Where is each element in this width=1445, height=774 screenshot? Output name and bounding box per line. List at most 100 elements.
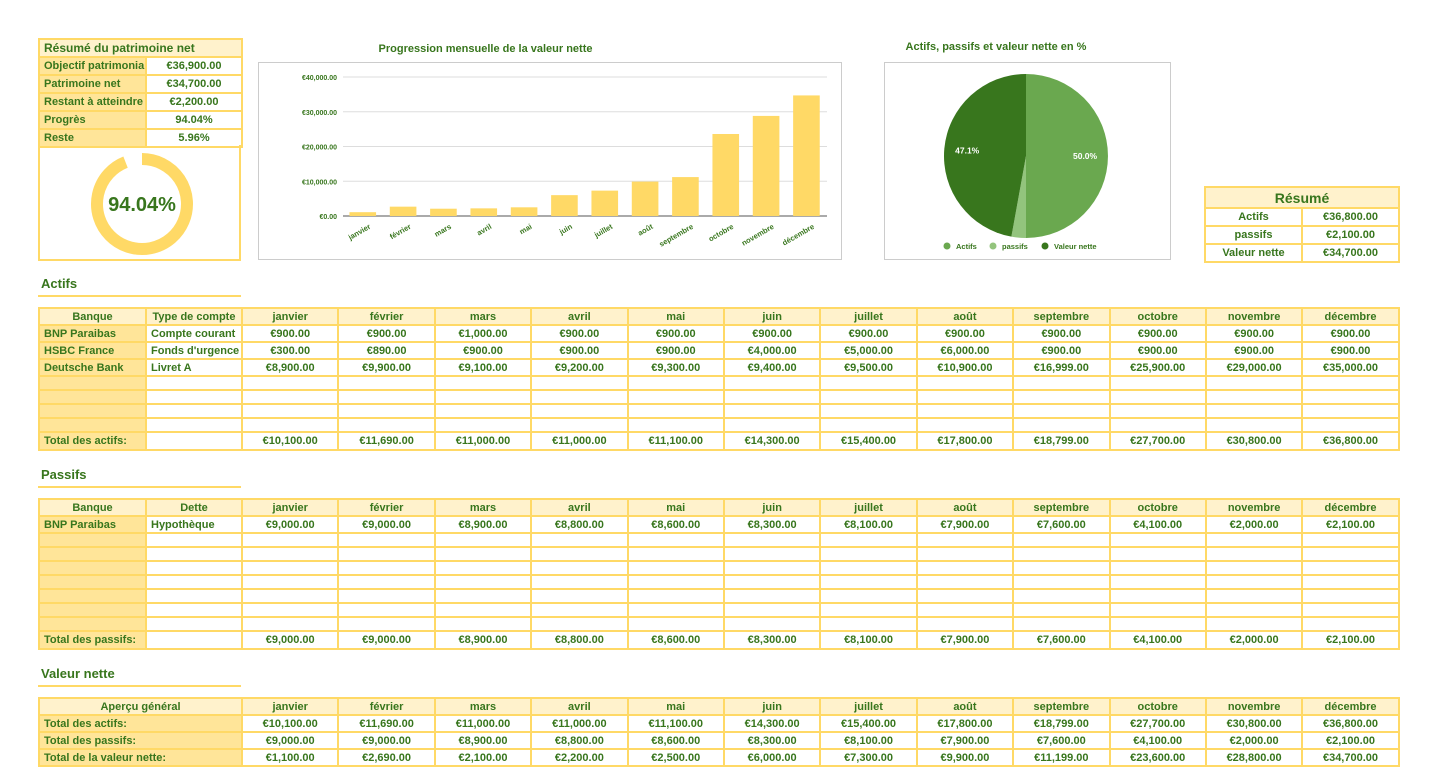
amount-cell[interactable]: €10,100.00 (240, 714, 340, 733)
amount-cell[interactable]: €7,900.00 (915, 515, 1015, 534)
summary-label[interactable]: Restant à atteindre (38, 92, 147, 112)
empty-cell[interactable] (1204, 616, 1304, 632)
amount-cell[interactable]: €14,300.00 (722, 714, 822, 733)
empty-cell[interactable] (145, 389, 243, 405)
empty-cell[interactable] (819, 546, 918, 562)
amount-cell[interactable]: €34,700.00 (1301, 748, 1400, 767)
empty-cell[interactable] (1301, 574, 1400, 590)
amount-cell[interactable]: €8,900.00 (240, 358, 340, 377)
empty-cell[interactable] (145, 630, 243, 650)
empty-cell[interactable] (530, 574, 629, 590)
empty-cell[interactable] (530, 602, 629, 618)
amount-cell[interactable]: €25,900.00 (1108, 358, 1207, 377)
empty-cell[interactable] (1108, 588, 1207, 604)
bank-cell[interactable] (38, 560, 147, 576)
empty-cell[interactable] (626, 403, 725, 419)
column-header-overview[interactable]: Aperçu général (38, 697, 243, 716)
empty-cell[interactable] (240, 403, 340, 419)
amount-cell[interactable]: €7,900.00 (915, 731, 1015, 750)
empty-cell[interactable] (626, 532, 725, 548)
amount-cell[interactable]: €2,000.00 (1204, 515, 1304, 534)
empty-cell[interactable] (819, 403, 918, 419)
empty-cell[interactable] (530, 560, 629, 576)
empty-cell[interactable] (1204, 546, 1304, 562)
bank-cell[interactable] (38, 546, 147, 562)
row-label[interactable]: Total des passifs: (38, 731, 243, 750)
column-header-month[interactable]: octobre (1108, 307, 1207, 326)
empty-cell[interactable] (1012, 375, 1111, 391)
empty-cell[interactable] (337, 546, 436, 562)
empty-cell[interactable] (626, 560, 725, 576)
empty-cell[interactable] (722, 560, 822, 576)
empty-cell[interactable] (433, 389, 533, 405)
empty-cell[interactable] (626, 616, 725, 632)
amount-cell[interactable]: €11,000.00 (433, 714, 533, 733)
resume-label[interactable]: passifs (1204, 225, 1303, 245)
empty-cell[interactable] (722, 389, 822, 405)
column-header-month[interactable]: mars (433, 697, 533, 716)
amount-cell[interactable]: €9,900.00 (915, 748, 1015, 767)
empty-cell[interactable] (819, 532, 918, 548)
empty-cell[interactable] (337, 616, 436, 632)
amount-cell[interactable]: €900.00 (626, 324, 725, 343)
empty-cell[interactable] (337, 602, 436, 618)
empty-cell[interactable] (145, 403, 243, 419)
empty-cell[interactable] (1012, 616, 1111, 632)
empty-cell[interactable] (145, 588, 243, 604)
column-header-month[interactable]: avril (530, 307, 629, 326)
empty-cell[interactable] (1108, 532, 1207, 548)
column-header-month[interactable]: novembre (1204, 697, 1304, 716)
bank-cell[interactable] (38, 417, 147, 433)
bank-cell[interactable] (38, 574, 147, 590)
empty-cell[interactable] (240, 546, 340, 562)
empty-cell[interactable] (1012, 389, 1111, 405)
total-cell[interactable]: €18,799.00 (1012, 431, 1111, 451)
total-cell[interactable]: €2,100.00 (1301, 630, 1400, 650)
column-header-month[interactable]: janvier (240, 498, 340, 517)
empty-cell[interactable] (626, 389, 725, 405)
empty-cell[interactable] (819, 616, 918, 632)
column-header-month[interactable]: novembre (1204, 498, 1304, 517)
empty-cell[interactable] (1012, 588, 1111, 604)
empty-cell[interactable] (722, 588, 822, 604)
amount-cell[interactable]: €5,000.00 (819, 341, 918, 360)
empty-cell[interactable] (722, 417, 822, 433)
empty-cell[interactable] (915, 375, 1015, 391)
total-cell[interactable]: €9,000.00 (337, 630, 436, 650)
summary-value[interactable]: €34,700.00 (144, 74, 244, 94)
column-header-month[interactable]: mai (626, 307, 725, 326)
empty-cell[interactable] (240, 574, 340, 590)
empty-cell[interactable] (240, 532, 340, 548)
total-cell[interactable]: €4,100.00 (1108, 630, 1207, 650)
amount-cell[interactable]: €8,900.00 (433, 731, 533, 750)
amount-cell[interactable]: €8,100.00 (819, 731, 918, 750)
column-header-month[interactable]: mars (433, 307, 533, 326)
amount-cell[interactable]: €9,500.00 (819, 358, 918, 377)
resume-value[interactable]: €34,700.00 (1301, 243, 1400, 263)
empty-cell[interactable] (915, 560, 1015, 576)
amount-cell[interactable]: €9,000.00 (337, 515, 436, 534)
column-header-month[interactable]: novembre (1204, 307, 1304, 326)
amount-cell[interactable]: €1,000.00 (433, 324, 533, 343)
empty-cell[interactable] (1301, 375, 1400, 391)
empty-cell[interactable] (433, 588, 533, 604)
empty-cell[interactable] (1204, 560, 1304, 576)
empty-cell[interactable] (337, 417, 436, 433)
amount-cell[interactable]: €8,800.00 (530, 731, 629, 750)
resume-value[interactable]: €36,800.00 (1301, 207, 1400, 227)
resume-label[interactable]: Valeur nette (1204, 243, 1303, 263)
empty-cell[interactable] (1204, 375, 1304, 391)
empty-cell[interactable] (915, 574, 1015, 590)
empty-cell[interactable] (626, 574, 725, 590)
total-label[interactable]: Total des passifs: (38, 630, 147, 650)
empty-cell[interactable] (240, 375, 340, 391)
empty-cell[interactable] (530, 389, 629, 405)
empty-cell[interactable] (1301, 546, 1400, 562)
empty-cell[interactable] (530, 546, 629, 562)
empty-cell[interactable] (819, 389, 918, 405)
column-header-month[interactable]: février (337, 307, 436, 326)
empty-cell[interactable] (1204, 417, 1304, 433)
empty-cell[interactable] (1204, 602, 1304, 618)
empty-cell[interactable] (722, 574, 822, 590)
resume-value[interactable]: €2,100.00 (1301, 225, 1400, 245)
